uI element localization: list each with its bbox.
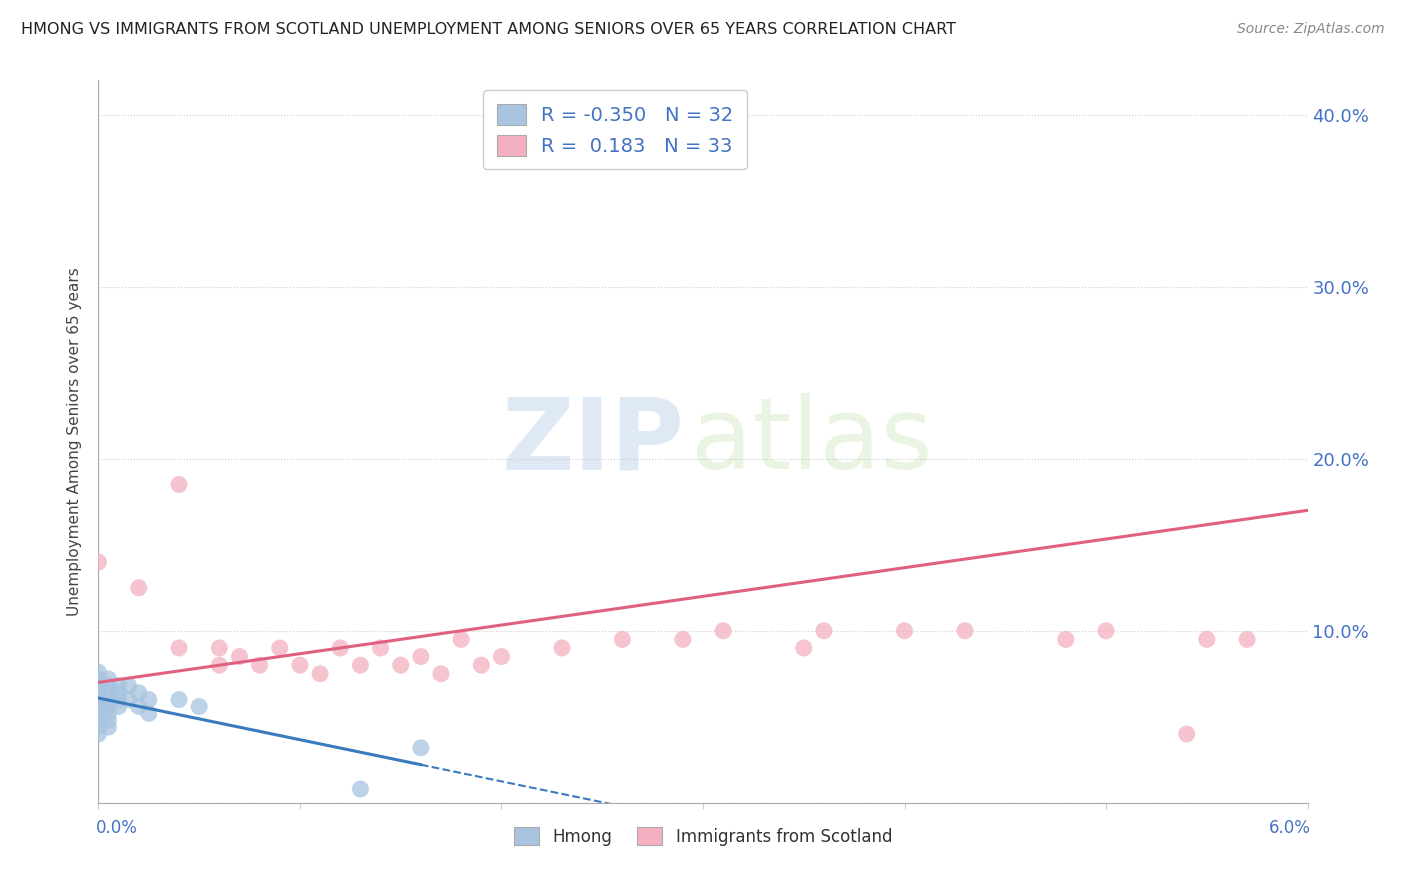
Point xyxy=(87,665,110,679)
Point xyxy=(97,706,120,721)
Point xyxy=(87,672,110,686)
Point xyxy=(138,706,160,721)
Point xyxy=(793,640,815,655)
Point xyxy=(208,640,231,655)
Legend: Hmong, Immigrants from Scotland: Hmong, Immigrants from Scotland xyxy=(508,821,898,852)
Point xyxy=(118,692,141,706)
Text: 0.0%: 0.0% xyxy=(96,820,138,838)
Y-axis label: Unemployment Among Seniors over 65 years: Unemployment Among Seniors over 65 years xyxy=(67,268,83,615)
Point xyxy=(1195,632,1218,647)
Point xyxy=(1236,632,1258,647)
Point xyxy=(128,699,150,714)
Point xyxy=(409,649,432,664)
Point xyxy=(1175,727,1198,741)
Point xyxy=(953,624,976,638)
Point xyxy=(107,699,129,714)
Point xyxy=(309,666,332,681)
Point xyxy=(97,713,120,727)
Point xyxy=(87,555,110,569)
Point xyxy=(87,706,110,721)
Point xyxy=(97,720,120,734)
Text: ZIP: ZIP xyxy=(502,393,685,490)
Point xyxy=(128,581,150,595)
Point xyxy=(409,740,432,755)
Point xyxy=(97,672,120,686)
Point xyxy=(87,713,110,727)
Point xyxy=(813,624,835,638)
Point xyxy=(138,692,160,706)
Point xyxy=(87,679,110,693)
Point xyxy=(107,679,129,693)
Point xyxy=(87,727,110,741)
Point xyxy=(551,640,574,655)
Point xyxy=(208,658,231,673)
Point xyxy=(167,692,190,706)
Point xyxy=(249,658,271,673)
Point xyxy=(1095,624,1118,638)
Point xyxy=(893,624,915,638)
Point xyxy=(188,699,211,714)
Point xyxy=(87,692,110,706)
Point xyxy=(612,632,634,647)
Point xyxy=(87,686,110,700)
Point xyxy=(349,658,371,673)
Point xyxy=(87,699,110,714)
Point xyxy=(97,699,120,714)
Text: HMONG VS IMMIGRANTS FROM SCOTLAND UNEMPLOYMENT AMONG SENIORS OVER 65 YEARS CORRE: HMONG VS IMMIGRANTS FROM SCOTLAND UNEMPL… xyxy=(21,22,956,37)
Point xyxy=(228,649,250,664)
Point xyxy=(87,720,110,734)
Text: atlas: atlas xyxy=(690,393,932,490)
Point xyxy=(167,640,190,655)
Point xyxy=(128,686,150,700)
Point xyxy=(470,658,492,673)
Text: Source: ZipAtlas.com: Source: ZipAtlas.com xyxy=(1237,22,1385,37)
Point xyxy=(329,640,352,655)
Point xyxy=(97,692,120,706)
Point xyxy=(672,632,695,647)
Text: 6.0%: 6.0% xyxy=(1268,820,1310,838)
Point xyxy=(370,640,392,655)
Point xyxy=(97,686,120,700)
Point xyxy=(1054,632,1077,647)
Point xyxy=(107,686,129,700)
Point xyxy=(97,679,120,693)
Point xyxy=(167,477,190,491)
Point xyxy=(389,658,412,673)
Point xyxy=(491,649,513,664)
Point xyxy=(430,666,453,681)
Point xyxy=(269,640,291,655)
Point xyxy=(288,658,311,673)
Point xyxy=(118,679,141,693)
Point xyxy=(711,624,734,638)
Point xyxy=(107,692,129,706)
Point xyxy=(349,782,371,797)
Point xyxy=(450,632,472,647)
